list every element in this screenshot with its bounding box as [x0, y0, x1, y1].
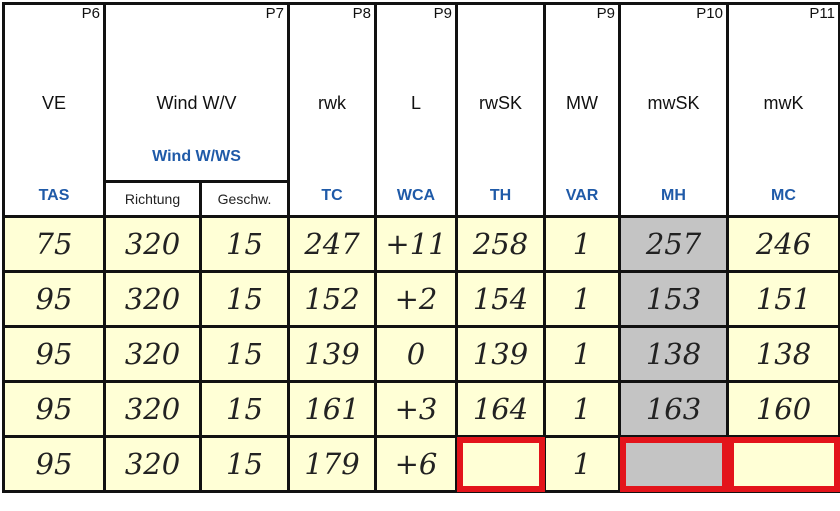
column-en: Wind W/WS [152, 148, 241, 165]
table-cell: 15 [199, 325, 290, 383]
page-ref: P10 [696, 5, 723, 22]
page-ref: P6 [81, 5, 100, 22]
column-name: mwK [763, 93, 804, 113]
table-cell: 1 [543, 325, 621, 383]
column-name: rwSK [478, 93, 522, 113]
table-cell: 95 [2, 325, 106, 383]
table-cell: 139 [287, 325, 377, 383]
column-name: mwSK [647, 93, 700, 113]
table-cell: 15 [199, 270, 290, 328]
table-cell: +11 [374, 215, 458, 273]
column-en: TC [321, 187, 343, 204]
column-name: L [410, 93, 421, 113]
table-cell: 1 [543, 380, 621, 438]
table-cell: 1 [543, 270, 621, 328]
empty-input-cell[interactable] [618, 435, 729, 493]
table-cell: 15 [199, 215, 290, 273]
page-ref: P9 [596, 5, 615, 22]
table-cell: 163 [618, 380, 729, 438]
table-cell: 320 [103, 435, 202, 493]
header-mwsk: P10 mwSK MH [618, 2, 729, 218]
page-ref: P11 [809, 5, 835, 22]
table-cell: 151 [726, 270, 840, 328]
table-cell: +2 [374, 270, 458, 328]
table-row: 95 320 15 139 0 139 1 138 138 [2, 325, 840, 383]
table-cell: +6 [374, 435, 458, 493]
header-mwk: P11 mwK MC [726, 2, 840, 218]
table-cell: +3 [374, 380, 458, 438]
subheader-geschw: Geschw. [199, 179, 290, 218]
table-cell: 320 [103, 270, 202, 328]
empty-input-cell[interactable] [455, 435, 546, 493]
subheader-richtung: Richtung [103, 179, 202, 218]
column-name: rwk [318, 93, 346, 113]
column-en: TAS [38, 187, 70, 204]
table-cell: 152 [287, 270, 377, 328]
table-cell: 154 [455, 270, 546, 328]
empty-input-cell[interactable] [726, 435, 840, 493]
table-row: 95 320 15 152 +2 154 1 153 151 [2, 270, 840, 328]
table-cell: 160 [726, 380, 840, 438]
table-cell: 320 [103, 380, 202, 438]
table-row: 95 320 15 179 +6 1 [2, 435, 840, 493]
table-cell: 139 [455, 325, 546, 383]
table-cell: 153 [618, 270, 729, 328]
table-cell: 138 [726, 325, 840, 383]
table-cell: 95 [2, 270, 106, 328]
table-cell: 247 [287, 215, 377, 273]
table-row: 95 320 15 161 +3 164 1 163 160 [2, 380, 840, 438]
column-name: Wind W/V [156, 93, 237, 113]
column-name: MW [566, 93, 598, 113]
page-ref: P8 [352, 5, 371, 22]
table-cell: 320 [103, 325, 202, 383]
table-cell: 15 [199, 435, 290, 493]
column-en: VAR [565, 187, 599, 204]
table-cell: 95 [2, 435, 106, 493]
table-cell: 75 [2, 215, 106, 273]
table-cell: 161 [287, 380, 377, 438]
header-wind: P7 Wind W/V Wind W/WS [103, 2, 290, 183]
column-en: TH [489, 187, 512, 204]
page-ref: P9 [433, 5, 452, 22]
table-cell: 246 [726, 215, 840, 273]
table-cell: 1 [543, 215, 621, 273]
table-cell: 1 [543, 435, 621, 493]
table-cell: 179 [287, 435, 377, 493]
page-ref: P7 [265, 5, 284, 22]
header-rwsk: rwSK TH [455, 2, 546, 218]
column-en: MC [771, 187, 796, 204]
table-cell: 95 [2, 380, 106, 438]
table-row: 75 320 15 247 +11 258 1 257 246 [2, 215, 840, 273]
table-cell: 15 [199, 380, 290, 438]
header-mw: P9 MW VAR [543, 2, 621, 218]
table-cell: 320 [103, 215, 202, 273]
column-en: WCA [396, 187, 436, 204]
subheader-row: Richtung Geschw. [4, 179, 840, 218]
column-name: VE [41, 93, 66, 113]
table-cell: 164 [455, 380, 546, 438]
header-ve: P6 VE TAS [2, 2, 106, 218]
column-en: MH [661, 187, 686, 204]
table-cell: 257 [618, 215, 729, 273]
header-row: P6 VE TAS P7 Wind W/V Wind W/WS P8 rwk TC P9 L W… [2, 2, 840, 218]
table-cell: 138 [618, 325, 729, 383]
navigation-log-table: P6 VE TAS P7 Wind W/V Wind W/WS P8 rwk TC P9 L W… [2, 2, 840, 493]
header-rwk: P8 rwk TC [287, 2, 377, 218]
table-cell: 0 [374, 325, 458, 383]
table-cell: 258 [455, 215, 546, 273]
header-l: P9 L WCA [374, 2, 458, 218]
